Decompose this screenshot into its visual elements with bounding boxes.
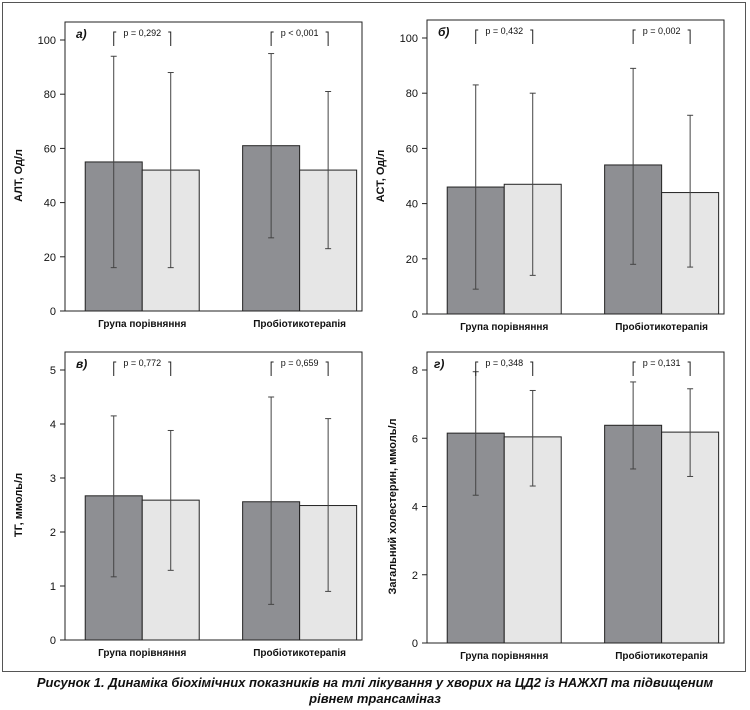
panel-label: в) [76, 357, 87, 371]
y-tick-label: 4 [412, 502, 418, 514]
category-label: Група порівняння [98, 319, 186, 330]
p-value-label: p = 0,131 [643, 358, 681, 368]
y-tick-label: 80 [44, 89, 56, 101]
bracket-label-bg [635, 356, 688, 368]
y-tick-label: 1 [50, 581, 56, 593]
bracket-label-bg [116, 356, 169, 368]
p-value-label: p = 0,772 [123, 358, 161, 368]
category-label: Група порівняння [460, 651, 548, 662]
panel-label: б) [438, 25, 449, 39]
y-tick-label: 20 [406, 254, 418, 266]
chart-panel-3: 0 1 2 3 4 5 ТГ, ммоль/л в) Група порівняння p = 0… [13, 351, 363, 659]
panel-label: а) [76, 27, 87, 41]
chart-panel-1: 0 20 40 60 80 100 АЛТ, Од/л а) Група порівняння p… [13, 21, 363, 330]
bracket-label-bg [116, 26, 169, 38]
bracket-label-bg [273, 26, 326, 38]
p-value-label: p < 0,001 [281, 28, 319, 38]
p-value-label: p = 0,292 [123, 28, 161, 38]
caption-line-1: Рисунок 1. Динаміка біохімічних показник… [36, 675, 714, 690]
caption-line-2: рівнем трансаміназ [309, 691, 441, 706]
y-axis-label: АЛТ, Од/л [13, 149, 25, 202]
y-axis-label: АСТ, Од/л [375, 150, 387, 202]
y-tick-label: 6 [412, 433, 418, 445]
y-tick-label: 20 [44, 252, 56, 264]
p-value-label: p = 0,348 [485, 358, 523, 368]
category-label: Пробіотикотерапія [253, 647, 346, 659]
y-tick-label: 80 [406, 88, 418, 100]
p-value-label: p = 0,432 [485, 26, 523, 36]
category-label: Група порівняння [460, 322, 548, 333]
y-tick-label: 0 [412, 309, 418, 321]
y-tick-label: 8 [412, 365, 418, 377]
y-tick-label: 2 [50, 527, 56, 539]
y-tick-label: 2 [412, 570, 418, 582]
y-axis-label: ТГ, ммоль/л [13, 473, 25, 537]
p-value-label: p = 0,659 [281, 358, 319, 368]
figure-caption: Рисунок 1. Динаміка біохімічних показник… [0, 675, 750, 707]
y-tick-label: 60 [406, 143, 418, 155]
figure-frame [2, 2, 746, 672]
chart-panel-2: 0 20 40 60 80 100 АСТ, Од/л б) Група порівняння p… [375, 19, 725, 333]
y-tick-label: 4 [50, 419, 56, 431]
bracket-label-bg [273, 356, 326, 368]
y-tick-label: 0 [50, 635, 56, 647]
y-tick-label: 40 [44, 198, 56, 210]
y-tick-label: 5 [50, 365, 56, 377]
y-tick-label: 0 [50, 306, 56, 318]
panel-label: г) [434, 357, 444, 371]
bracket-label-bg [635, 24, 688, 36]
category-label: Пробіотикотерапія [615, 650, 708, 662]
y-tick-label: 100 [38, 35, 56, 47]
y-tick-label: 3 [50, 473, 56, 485]
bracket-label-bg [478, 24, 531, 36]
y-tick-label: 100 [400, 33, 418, 45]
p-value-label: p = 0,002 [643, 26, 681, 36]
category-label: Пробіотикотерапія [253, 318, 346, 330]
category-label: Пробіотикотерапія [615, 321, 708, 333]
y-tick-label: 40 [406, 199, 418, 211]
chart-panel-4: 0 2 4 6 8 Загальний холестерин, ммоль/л г) Груп… [387, 351, 725, 662]
y-tick-label: 60 [44, 143, 56, 155]
category-label: Група порівняння [98, 648, 186, 659]
y-axis-label: Загальний холестерин, ммоль/л [387, 418, 399, 594]
bracket-label-bg [478, 356, 531, 368]
y-tick-label: 0 [412, 638, 418, 650]
